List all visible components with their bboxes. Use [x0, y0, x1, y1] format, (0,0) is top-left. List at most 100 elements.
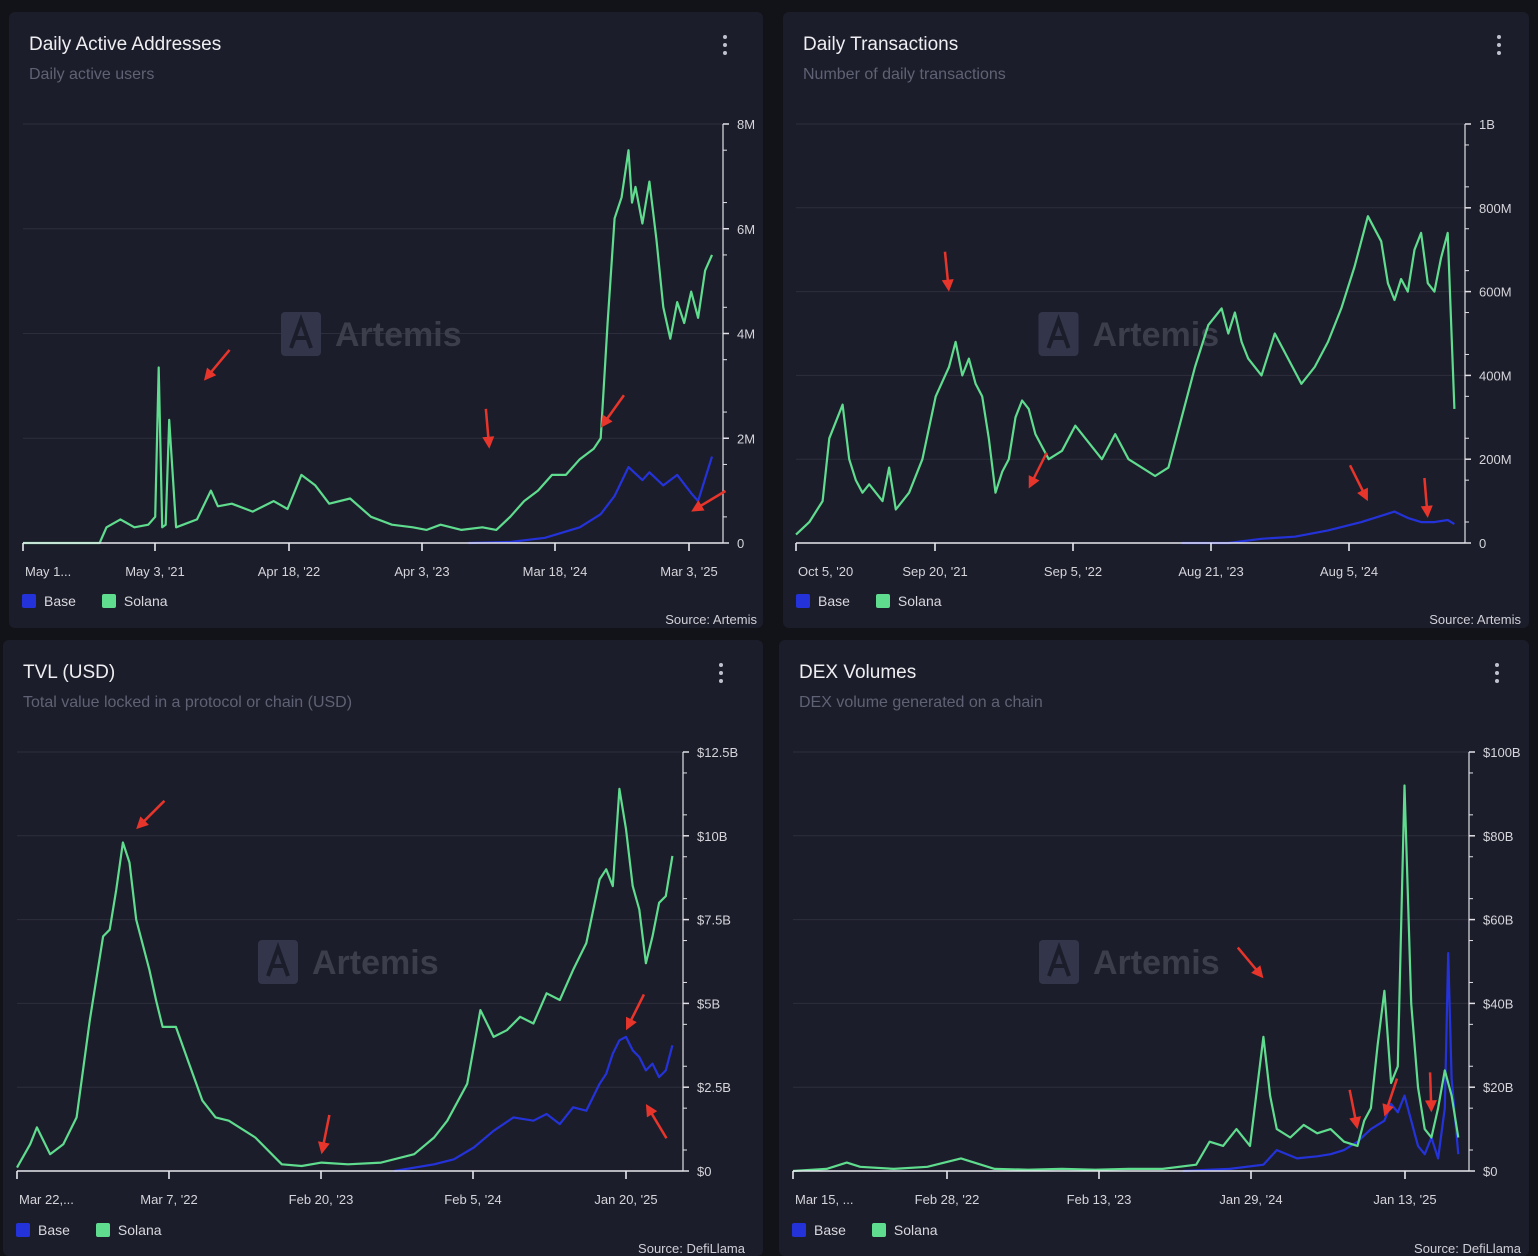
y-tick-label: 8M	[737, 117, 755, 132]
x-tick-label: Mar 3, '25	[660, 564, 717, 579]
legend-item-base[interactable]: Base	[796, 593, 850, 609]
annotation-arrow-shaft	[1423, 477, 1429, 510]
legend-item-base[interactable]: Base	[792, 1222, 846, 1238]
annotation-arrow-head	[645, 1103, 658, 1118]
annotation-arrow-shaft	[484, 408, 490, 441]
x-tick-label: Mar 18, '24	[523, 564, 588, 579]
watermark-text: Artemis	[1093, 944, 1220, 982]
annotation-arrow-head	[1382, 1103, 1394, 1117]
x-tick-label: Oct 5, '20	[798, 564, 853, 579]
legend-swatch-solana	[95, 1223, 110, 1237]
y-tick-label: 6M	[737, 222, 755, 237]
chart-panel-daily-transactions: Daily Transactions Number of daily trans…	[783, 12, 1529, 628]
annotation-arrow-head	[203, 367, 217, 381]
legend-item-solana[interactable]: Solana	[875, 593, 942, 609]
annotation-arrow-shaft	[1236, 946, 1260, 973]
annotation-arrow-shaft	[604, 394, 625, 422]
y-tick-label: 2M	[737, 431, 755, 446]
watermark-text: Artemis	[1093, 316, 1220, 354]
watermark-text: Artemis	[312, 944, 439, 982]
legend-swatch-base	[796, 594, 810, 608]
y-tick-label: 800M	[1479, 201, 1512, 216]
legend-item-base[interactable]: Base	[22, 593, 76, 609]
x-tick-label: Mar 22,...	[19, 1192, 74, 1207]
series-line-base	[1182, 952, 1460, 1173]
legend-item-solana[interactable]: Solana	[871, 1222, 938, 1238]
y-tick-label: $10B	[697, 829, 727, 844]
x-tick-label: Mar 15, ...	[795, 1192, 854, 1207]
annotation-arrow	[1425, 1072, 1437, 1113]
legend-label-base: Base	[814, 1222, 846, 1238]
annotation-arrow-head	[1357, 487, 1368, 502]
legend-label-base: Base	[44, 593, 76, 609]
legend-item-base[interactable]: Base	[16, 1222, 70, 1238]
series-line-solana	[795, 215, 1456, 536]
annotation-arrow-shaft	[208, 349, 231, 376]
legend-label-base: Base	[38, 1222, 70, 1238]
chart-legend: Base Solana	[792, 1222, 938, 1238]
y-tick-label: $2.5B	[697, 1080, 731, 1095]
chart-panel-daily-active-addresses: Daily Active Addresses Daily active user…	[9, 12, 763, 628]
annotation-arrow	[691, 489, 727, 512]
chart-panel-dex-volumes: DEX Volumes DEX volume generated on a ch…	[779, 640, 1529, 1256]
x-tick-label: Apr 18, '22	[258, 564, 320, 579]
annotation-arrow-head	[317, 1141, 330, 1155]
y-tick-label: $20B	[1483, 1080, 1513, 1095]
annotation-arrow	[1382, 1078, 1399, 1117]
artemis-watermark: Artemis	[281, 312, 462, 356]
annotation-arrow-shaft	[648, 1110, 668, 1139]
annotation-arrow	[626, 993, 646, 1031]
chart-plot-area: $0 $20B $40B $60B $80B $100B Artemis Mar 15, ..…	[792, 745, 1521, 1207]
legend-swatch-base	[792, 1223, 806, 1237]
chart-legend: Base Solana	[796, 593, 942, 609]
series-line-solana	[23, 149, 714, 545]
chart-title: TVL (USD)	[23, 662, 116, 683]
y-tick-label: $12.5B	[697, 745, 738, 760]
annotation-arrow-shaft	[1031, 452, 1048, 482]
legend-item-solana[interactable]: Solana	[101, 593, 168, 609]
annotation-arrow-head	[1251, 965, 1264, 979]
annotation-arrow-head	[1349, 1116, 1362, 1130]
artemis-logo-mark	[1047, 942, 1071, 977]
y-tick-label: 0	[1479, 536, 1486, 551]
x-tick-label: Mar 7, '22	[140, 1192, 197, 1207]
x-tick-label: Feb 13, '23	[1067, 1192, 1132, 1207]
y-tick-label: $0	[697, 1164, 711, 1179]
series-line-solana	[792, 784, 1460, 1173]
legend-label-solana: Solana	[893, 1222, 938, 1238]
more-options-icon[interactable]	[1495, 663, 1501, 683]
annotation-arrow-head	[600, 414, 613, 428]
annotation-arrow	[317, 1114, 331, 1155]
annotation-arrow-shaft	[1385, 1078, 1399, 1110]
annotation-arrow-shaft	[943, 251, 950, 284]
watermark-text: Artemis	[335, 316, 462, 354]
x-tick-label: Jan 29, '24	[1219, 1192, 1282, 1207]
legend-label-solana: Solana	[897, 593, 942, 609]
annotation-arrow	[941, 251, 954, 292]
y-tick-label: $100B	[1483, 745, 1521, 760]
annotation-arrow-head	[1028, 475, 1040, 489]
legend-item-solana[interactable]: Solana	[95, 1222, 162, 1238]
legend-label-solana: Solana	[117, 1222, 162, 1238]
more-options-icon[interactable]	[723, 35, 729, 55]
series-line-base	[1181, 510, 1455, 545]
annotation-arrow-head	[691, 500, 705, 512]
more-options-icon[interactable]	[1497, 35, 1503, 55]
annotation-arrow-shaft	[1348, 464, 1366, 495]
legend-label-base: Base	[818, 593, 850, 609]
series-line-solana	[16, 787, 674, 1169]
x-tick-label: Jan 13, '25	[1373, 1192, 1436, 1207]
annotation-arrow	[645, 1103, 668, 1139]
more-options-icon[interactable]	[719, 663, 725, 683]
annotation-arrow-shaft	[697, 489, 727, 509]
chart-panel-tvl-usd: TVL (USD) Total value locked in a protoc…	[3, 640, 763, 1256]
chart-subtitle: Number of daily transactions	[803, 66, 1006, 83]
y-tick-label: $40B	[1483, 996, 1513, 1011]
artemis-watermark: Artemis	[258, 940, 439, 984]
chart-title: Daily Active Addresses	[29, 34, 222, 55]
x-tick-label: Sep 20, '21	[902, 564, 967, 579]
y-tick-label: 1B	[1479, 117, 1495, 132]
legend-swatch-solana	[871, 1223, 886, 1237]
y-tick-label: 200M	[1479, 452, 1512, 467]
chart-subtitle: Total value locked in a protocol or chai…	[23, 694, 353, 711]
